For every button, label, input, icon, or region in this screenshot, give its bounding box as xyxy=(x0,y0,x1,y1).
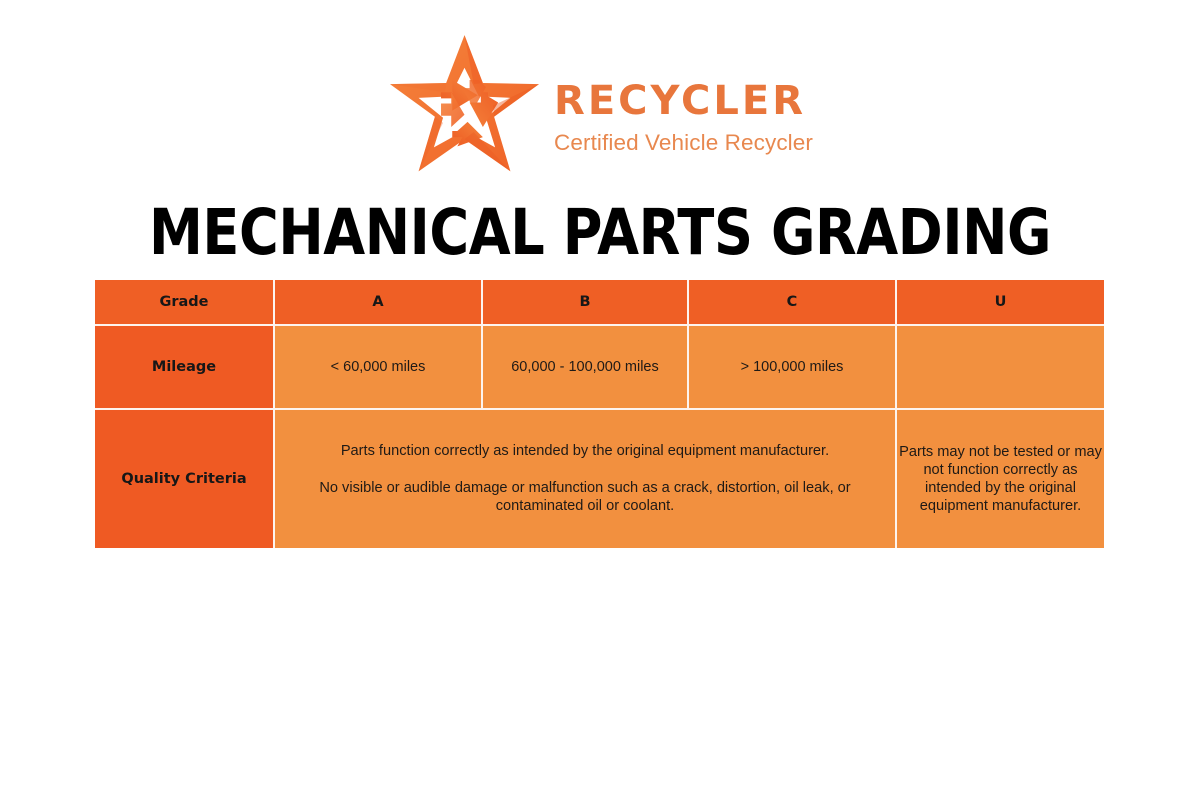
cell-mileage-a: < 60,000 miles xyxy=(275,326,483,410)
column-header-grade: Grade xyxy=(95,280,275,326)
column-header-a: A xyxy=(275,280,483,326)
quality-criteria-paragraph-2: No visible or audible damage or malfunct… xyxy=(319,479,851,515)
page-title: MECHANICAL PARTS GRADING xyxy=(148,196,1052,269)
row-label-quality-criteria: Quality Criteria xyxy=(95,410,275,548)
logo-inner: RECYCLER Certified Vehicle Recycler xyxy=(387,31,813,179)
column-header-c: C xyxy=(689,280,897,326)
table-header-row: Grade A B C U xyxy=(95,280,1104,326)
cell-quality-criteria-u: Parts may not be tested or may not funct… xyxy=(897,410,1104,548)
logo-tagline: Certified Vehicle Recycler xyxy=(554,130,813,156)
column-header-u: U xyxy=(897,280,1104,326)
quality-criteria-u-text: Parts may not be tested or may not funct… xyxy=(899,443,1102,515)
recycling-star-icon xyxy=(390,35,540,172)
cell-mileage-b: 60,000 - 100,000 miles xyxy=(483,326,689,410)
brand-logo: RECYCLER Certified Vehicle Recycler xyxy=(0,30,1200,180)
table-row-quality-criteria: Quality Criteria Parts function correctl… xyxy=(95,410,1104,548)
cell-quality-criteria-abc: Parts function correctly as intended by … xyxy=(275,410,897,548)
row-label-mileage: Mileage xyxy=(95,326,275,410)
quality-criteria-paragraph-1: Parts function correctly as intended by … xyxy=(340,442,830,459)
cell-mileage-u xyxy=(897,326,1104,410)
logo-name: RECYCLER xyxy=(554,78,807,125)
cell-mileage-c: > 100,000 miles xyxy=(689,326,897,410)
logo-wordmark: RECYCLER Certified Vehicle Recycler xyxy=(554,55,813,155)
mechanical-parts-grading-table: Grade A B C U Mileage < 60,000 miles 60,… xyxy=(95,280,1104,548)
table-row-mileage: Mileage < 60,000 miles 60,000 - 100,000 … xyxy=(95,326,1104,410)
column-header-b: B xyxy=(483,280,689,326)
